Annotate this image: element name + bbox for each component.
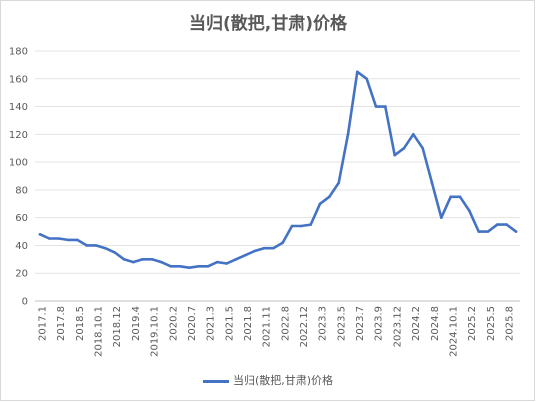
data-point [197,264,200,268]
x-tick-label: 2018.12 [112,306,123,347]
data-point [300,224,303,228]
x-tick-label: 2020.2 [168,306,179,341]
x-tick-label: 2021.3 [206,306,217,341]
data-point [496,223,499,226]
data-point [57,237,60,240]
legend-swatch [202,379,229,383]
x-tick-label: 2022.8 [280,306,291,341]
data-point [262,246,266,250]
data-point [132,260,135,264]
data-point [225,262,228,265]
data-point [337,181,340,185]
data-point [234,258,238,261]
data-point [346,133,350,136]
data-point [253,249,256,253]
data-point [150,258,154,261]
x-tick-label: 2021.5 [224,306,235,341]
data-point [393,153,396,157]
x-tick-label: 2018.5 [75,306,86,341]
data-point [178,264,182,268]
data-point [272,246,275,250]
data-point [216,260,219,264]
x-tick-label: 2017.8 [56,306,67,341]
y-tick-label: 40 [15,241,28,252]
data-point [458,195,462,199]
data-point [356,70,359,74]
legend-label: 当归(散把,甘肃)价格 [232,374,334,387]
data-point [365,77,368,81]
data-point [309,223,312,226]
data-point [281,241,284,244]
x-tick-label: 2025.8 [505,306,516,341]
data-point [486,230,490,233]
data-point [374,105,378,108]
data-point [48,237,51,240]
x-tick-label: 2019.4 [131,306,142,341]
y-tick-label: 100 [9,158,28,169]
x-tick-label: 2019.10.1 [150,306,161,357]
x-tick-label: 2022.12 [299,306,310,347]
data-point [505,223,508,226]
data-point [76,238,79,242]
data-point [477,230,480,233]
x-tick-label: 2018.10.1 [94,306,105,357]
data-point [66,238,70,242]
y-tick-label: 180 [9,47,28,58]
data-point [94,244,98,247]
x-tick-label: 2023.12 [392,306,403,347]
x-tick-label: 2023.9 [374,306,385,341]
data-point [440,216,443,219]
data-point [85,244,88,247]
x-tick-label: 2021.11 [262,306,273,347]
y-tick-label: 60 [15,213,28,224]
x-tick-label: 2023.5 [336,306,347,341]
data-point [328,195,331,199]
series-line [38,70,518,270]
data-point [514,230,518,233]
legend: 当归(散把,甘肃)价格 [0,372,536,388]
x-tick-label: 2024.8 [430,306,441,341]
data-point [38,233,42,236]
data-point [421,146,424,150]
data-point [122,258,126,261]
data-point [468,209,471,213]
x-tick-label: 2023.3 [318,306,329,341]
y-tick-label: 120 [9,130,28,141]
data-point [318,202,322,206]
y-tick-label: 80 [15,185,28,196]
data-point [188,266,191,269]
y-tick-label: 140 [9,102,28,113]
data-point [113,251,116,254]
data-point [244,253,247,257]
x-tick-label: 2024.2 [411,306,422,341]
y-tick-label: 160 [9,74,28,85]
x-tick-label: 2024.10.1 [448,306,459,357]
data-point [160,260,163,264]
x-tick-label: 2023.7 [355,306,366,341]
data-point [430,181,434,185]
x-tick-label: 2020.7 [187,306,198,341]
data-point [141,258,144,261]
data-point [384,105,387,108]
y-tick-label: 0 [22,297,28,308]
data-point [402,146,406,150]
data-point [290,224,294,228]
data-point [449,195,452,199]
x-tick-label: 2017.1 [38,306,49,341]
y-tick-label: 20 [15,269,28,280]
data-point [104,246,107,250]
chart-title: 当归(散把,甘肃)价格 [189,14,347,34]
data-point [412,133,415,136]
x-tick-label: 2025.2 [467,306,478,341]
x-tick-label: 2025.5 [486,306,497,341]
x-tick-label: 2021.8 [243,306,254,341]
data-point [169,264,172,268]
data-point [206,264,210,268]
